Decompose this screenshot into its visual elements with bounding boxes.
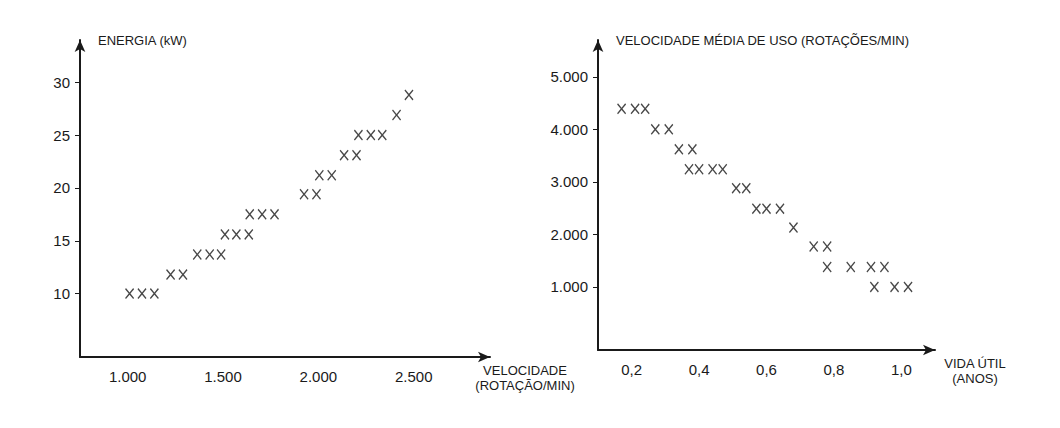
svg-text:4.000: 4.000 — [550, 121, 588, 138]
svg-text:(ANOS): (ANOS) — [952, 371, 998, 386]
svg-text:30: 30 — [53, 74, 70, 91]
svg-text:VELOCIDADE: VELOCIDADE — [483, 363, 567, 378]
svg-text:(ROTAÇÃO/MIN): (ROTAÇÃO/MIN) — [475, 378, 574, 393]
svg-text:1.500: 1.500 — [204, 368, 242, 385]
svg-text:1.000: 1.000 — [109, 368, 147, 385]
svg-text:3.000: 3.000 — [550, 173, 588, 190]
svg-text:5.000: 5.000 — [550, 68, 588, 85]
svg-text:ENERGIA (kW): ENERGIA (kW) — [98, 33, 187, 48]
svg-text:2.000: 2.000 — [550, 226, 588, 243]
svg-text:25: 25 — [53, 127, 70, 144]
svg-text:10: 10 — [53, 285, 70, 302]
svg-text:0,6: 0,6 — [756, 361, 777, 378]
svg-text:2.500: 2.500 — [395, 368, 433, 385]
svg-text:0,8: 0,8 — [823, 361, 844, 378]
svg-text:20: 20 — [53, 179, 70, 196]
svg-text:2.000: 2.000 — [300, 368, 338, 385]
svg-text:VIDA ÚTIL: VIDA ÚTIL — [944, 356, 1005, 371]
svg-text:VELOCIDADE MÉDIA DE USO (ROTAÇ: VELOCIDADE MÉDIA DE USO (ROTAÇÕES/MIN) — [616, 33, 909, 48]
svg-text:15: 15 — [53, 232, 70, 249]
svg-text:1,0: 1,0 — [891, 361, 912, 378]
svg-text:1.000: 1.000 — [550, 278, 588, 295]
svg-text:0,4: 0,4 — [689, 361, 710, 378]
svg-text:0,2: 0,2 — [621, 361, 642, 378]
